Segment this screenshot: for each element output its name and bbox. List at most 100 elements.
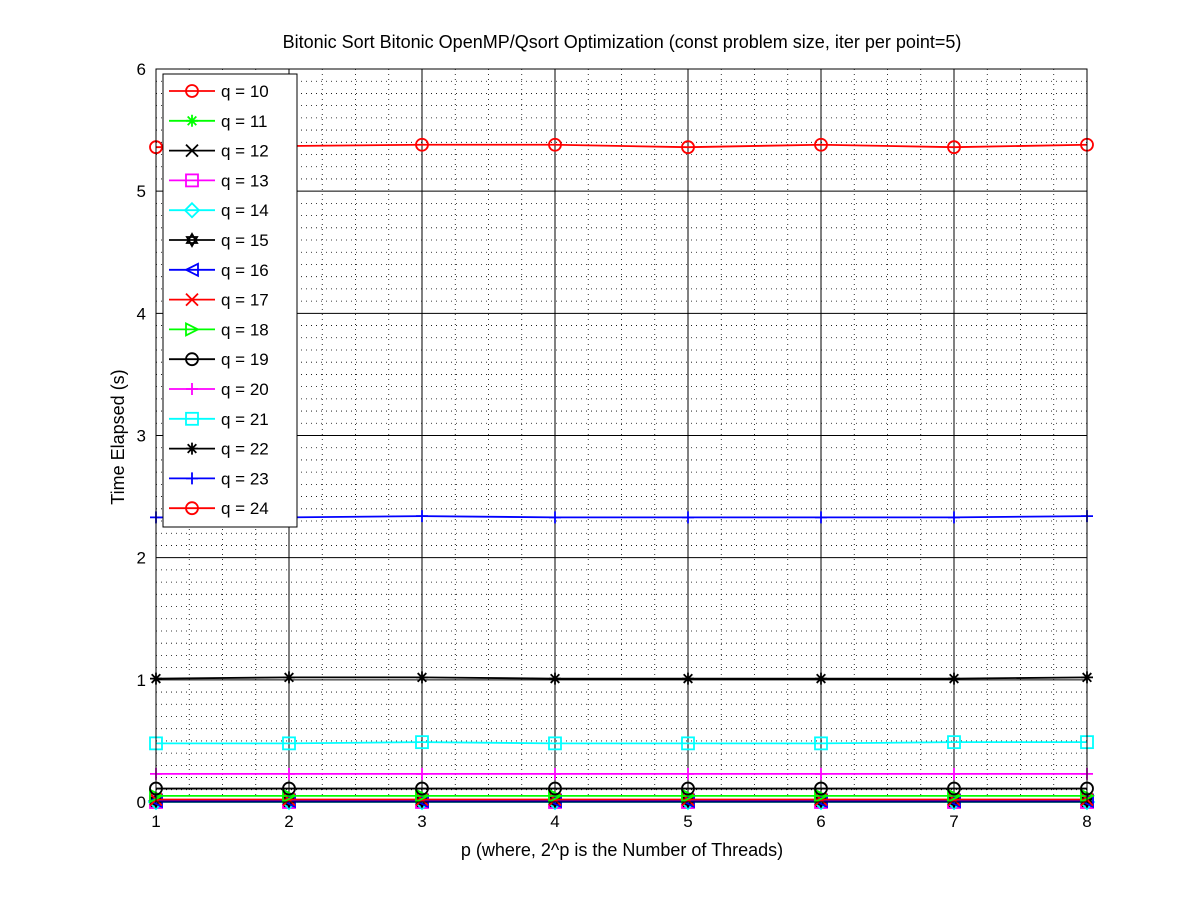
legend-label: q = 23 bbox=[221, 469, 269, 488]
square-marker bbox=[185, 173, 199, 188]
circle-marker bbox=[282, 781, 296, 796]
legend-label: q = 10 bbox=[221, 82, 269, 101]
plus-marker bbox=[416, 767, 428, 780]
x-tick-label: 2 bbox=[284, 812, 293, 831]
legend-label: q = 24 bbox=[221, 499, 269, 518]
series-line bbox=[155, 676, 1088, 680]
triangle-left-marker bbox=[183, 262, 199, 278]
plus-marker bbox=[948, 511, 960, 524]
series bbox=[149, 788, 1096, 804]
legend-label: q = 12 bbox=[221, 142, 269, 161]
legend-item: q = 10 bbox=[169, 82, 269, 101]
legend-label: q = 16 bbox=[221, 261, 269, 280]
plot-frame bbox=[155, 68, 1088, 803]
asterisk-marker bbox=[682, 672, 694, 685]
triangle-right-marker bbox=[681, 788, 697, 804]
legend-label: q = 20 bbox=[221, 380, 269, 399]
plus-marker bbox=[283, 767, 295, 780]
x-axis-label: p (where, 2^p is the Number of Threads) bbox=[461, 840, 783, 860]
x-marker bbox=[185, 143, 199, 158]
legend-item: q = 20 bbox=[169, 380, 269, 399]
legend-label: q = 21 bbox=[221, 410, 269, 429]
circle-marker bbox=[814, 781, 828, 796]
plus-marker bbox=[682, 767, 694, 780]
plus-marker bbox=[815, 767, 827, 780]
chart-title: Bitonic Sort Bitonic OpenMP/Qsort Optimi… bbox=[283, 32, 962, 52]
triangle-right-marker bbox=[814, 788, 830, 804]
legend-label: q = 11 bbox=[221, 112, 267, 131]
legend-item: q = 16 bbox=[169, 261, 269, 280]
square-marker bbox=[185, 411, 199, 426]
asterisk-marker bbox=[283, 671, 295, 684]
legend-item: q = 11 bbox=[169, 112, 267, 131]
triangle-right-marker bbox=[947, 788, 963, 804]
circle-marker bbox=[185, 352, 199, 367]
circle-marker bbox=[681, 781, 695, 796]
x-tick-label: 4 bbox=[550, 812, 559, 831]
y-axis-ticks: 0 1 2 3 4 5 6 bbox=[137, 60, 146, 812]
y-tick-label: 0 bbox=[137, 793, 146, 812]
plus-marker bbox=[815, 511, 827, 524]
triangle-left-marker bbox=[945, 793, 961, 809]
square-marker bbox=[548, 736, 562, 751]
triangle-right-marker bbox=[415, 788, 431, 804]
y-tick-label: 5 bbox=[137, 182, 146, 201]
legend-item: q = 22 bbox=[169, 440, 269, 459]
diamond-marker bbox=[183, 201, 201, 219]
triangle-right-marker bbox=[548, 788, 564, 804]
circle-marker bbox=[185, 501, 199, 516]
x-tick-label: 6 bbox=[816, 812, 825, 831]
x-tick-label: 5 bbox=[683, 812, 692, 831]
legend-item: q = 24 bbox=[169, 499, 269, 518]
y-tick-label: 3 bbox=[137, 427, 146, 446]
y-tick-label: 2 bbox=[137, 549, 146, 568]
triangle-left-marker bbox=[812, 793, 828, 809]
square-marker bbox=[681, 736, 695, 751]
x-tick-label: 1 bbox=[151, 812, 160, 831]
triangle-left-marker bbox=[546, 793, 562, 809]
asterisk-marker bbox=[815, 672, 827, 685]
legend-item: q = 12 bbox=[169, 142, 269, 161]
asterisk-marker bbox=[549, 672, 561, 685]
triangle-left-marker bbox=[679, 793, 695, 809]
plot-area: 1 2 3 4 5 6 7 8 0 1 2 3 4 5 6 bbox=[137, 60, 1096, 831]
x-axis-ticks: 1 2 3 4 5 6 7 8 bbox=[151, 812, 1091, 831]
legend-label: q = 22 bbox=[221, 440, 269, 459]
circle-marker bbox=[548, 781, 562, 796]
circle-marker bbox=[548, 137, 562, 152]
plus-marker bbox=[186, 472, 198, 485]
circle-marker bbox=[681, 140, 695, 155]
circle-marker bbox=[947, 781, 961, 796]
plus-marker bbox=[186, 383, 198, 395]
legend-label: q = 14 bbox=[221, 201, 269, 220]
triangle-right-marker bbox=[185, 321, 201, 337]
plus-marker bbox=[948, 767, 960, 780]
y-tick-label: 6 bbox=[137, 60, 146, 79]
circle-marker bbox=[415, 137, 429, 152]
legend-item: q = 21 bbox=[169, 410, 269, 429]
asterisk-marker bbox=[948, 672, 960, 685]
legend-item: q = 13 bbox=[169, 171, 269, 190]
legend-label: q = 18 bbox=[221, 320, 269, 339]
x-tick-label: 8 bbox=[1082, 812, 1091, 831]
legend-item: q = 19 bbox=[169, 350, 269, 369]
y-tick-label: 1 bbox=[137, 671, 146, 690]
asterisk-marker bbox=[186, 114, 198, 127]
triangle-right-marker bbox=[282, 788, 298, 804]
legend-item: q = 23 bbox=[169, 469, 269, 488]
legend-item: q = 14 bbox=[169, 201, 269, 220]
legend-label: q = 15 bbox=[221, 231, 269, 250]
asterisk-marker bbox=[416, 671, 428, 684]
square-marker bbox=[282, 736, 296, 751]
x-tick-label: 7 bbox=[949, 812, 958, 831]
legend-label: q = 17 bbox=[221, 291, 269, 310]
plus-marker bbox=[549, 767, 561, 780]
circle-marker bbox=[814, 137, 828, 152]
asterisk-marker bbox=[186, 442, 198, 455]
y-tick-label: 4 bbox=[137, 304, 146, 323]
triangle-left-marker bbox=[413, 793, 429, 809]
series-line bbox=[155, 143, 1088, 149]
square-marker bbox=[947, 735, 961, 750]
plus-marker bbox=[549, 511, 561, 524]
